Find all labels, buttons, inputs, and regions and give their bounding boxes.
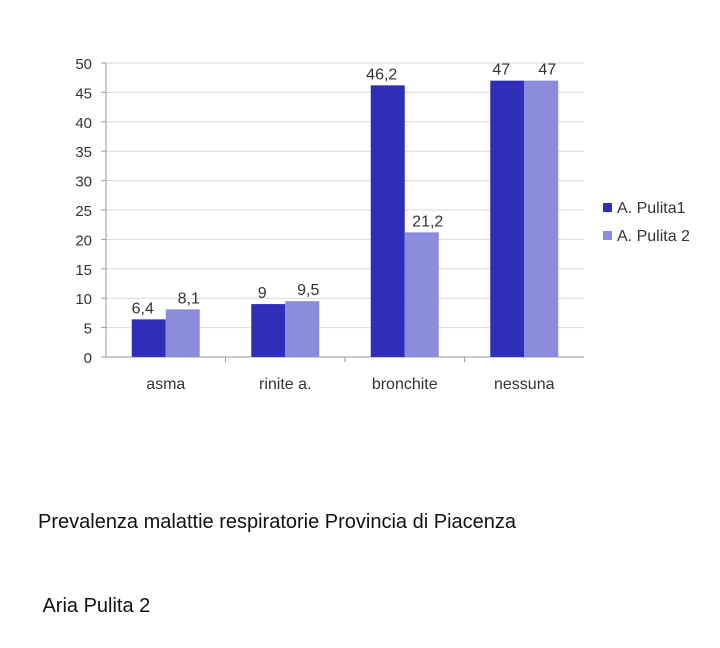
bar-value-label: 47	[492, 62, 510, 79]
y-axis-ticks: 0 5 10 15 20 25 30 35 40 45 50	[75, 56, 106, 367]
bar-value-label: 9,5	[297, 282, 319, 299]
bar	[131, 319, 166, 357]
y-tick-label: 25	[75, 203, 92, 220]
legend: A. Pulita1 A. Pulita 2	[603, 200, 690, 245]
caption-line-2: Aria Pulita 2	[38, 595, 151, 617]
y-tick-label: 5	[84, 321, 92, 338]
bar-value-label: 21,2	[412, 213, 443, 230]
legend-swatch	[603, 231, 612, 240]
bar-value-label: 6,4	[132, 300, 154, 317]
bar-value-label: 47	[538, 62, 556, 79]
x-tick-label: asma	[146, 376, 185, 393]
chart-caption: Prevalenza malattie respiratorie Provinc…	[38, 452, 516, 648]
bar	[404, 232, 439, 357]
y-tick-label: 10	[75, 291, 92, 308]
x-tick-label: bronchite	[372, 376, 438, 393]
bar-value-labels: 6,4 8,1 9 9,5 46,2 21,2 47 47	[132, 62, 557, 318]
y-tick-label: 40	[75, 115, 92, 132]
bar-value-label: 46,2	[366, 66, 397, 83]
y-tick-label: 35	[75, 144, 92, 161]
y-tick-label: 15	[75, 262, 92, 279]
bar-value-label: 9	[258, 285, 267, 302]
legend-swatch	[603, 203, 612, 212]
x-tick-label: rinite a.	[259, 376, 311, 393]
bar	[490, 80, 525, 357]
bar	[524, 80, 559, 357]
y-tick-label: 30	[75, 174, 92, 191]
legend-label: A. Pulita1	[617, 200, 686, 217]
x-axis-ticks: asma rinite a. bronchite nessuna	[146, 357, 555, 393]
bar-chart: 0 5 10 15 20 25 30 35 40 45 50 6,4 8,1 9 9,5 46,2 21,2 4…	[75, 56, 690, 393]
y-tick-label: 45	[75, 85, 92, 102]
bar	[370, 85, 405, 358]
caption-line-1: Prevalenza malattie respiratorie Provinc…	[38, 511, 517, 533]
y-tick-label: 50	[75, 56, 92, 73]
y-tick-label: 20	[75, 232, 92, 249]
legend-label: A. Pulita 2	[617, 228, 690, 245]
y-tick-label: 0	[84, 350, 92, 367]
bar	[285, 301, 320, 357]
x-tick-label: nessuna	[494, 376, 555, 393]
bar	[165, 309, 200, 357]
bar-value-label: 8,1	[178, 290, 200, 307]
bars	[131, 80, 559, 358]
bar	[251, 304, 286, 357]
